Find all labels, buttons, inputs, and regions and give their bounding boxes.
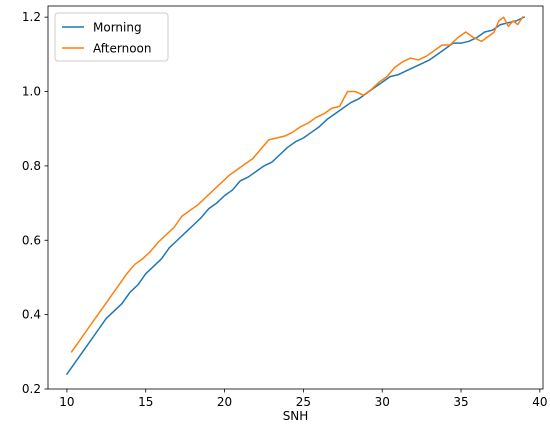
legend-label-afternoon: Afternoon <box>93 42 152 56</box>
plot-frame <box>47 5 544 390</box>
legend: Morning Afternoon <box>54 12 169 62</box>
x-tick-label: 35 <box>453 395 468 409</box>
x-tick-label: 10 <box>59 395 74 409</box>
x-axis-label: SNH <box>283 409 309 423</box>
y-axis-ticks: 0.2 0.4 0.6 0.8 1.0 1.2 <box>22 10 48 396</box>
y-tick-label: 0.6 <box>22 233 41 247</box>
x-tick-label: 15 <box>138 395 153 409</box>
y-tick-label: 0.8 <box>22 159 41 173</box>
x-axis-ticks: 10 15 20 25 30 35 40 <box>59 389 547 409</box>
y-tick-label: 1.2 <box>22 10 41 24</box>
legend-box <box>54 12 169 62</box>
legend-label-morning: Morning <box>93 21 142 35</box>
x-tick-label: 20 <box>217 395 232 409</box>
y-tick-label: 0.2 <box>22 382 41 396</box>
series-line-afternoon <box>70 16 524 353</box>
series-line-morning <box>65 16 526 376</box>
y-tick-label: 1.0 <box>22 85 41 99</box>
x-tick-label: 25 <box>296 395 311 409</box>
x-tick-label: 30 <box>375 395 390 409</box>
series-layer <box>65 16 526 376</box>
x-tick-label: 40 <box>532 395 547 409</box>
y-tick-label: 0.4 <box>22 308 41 322</box>
